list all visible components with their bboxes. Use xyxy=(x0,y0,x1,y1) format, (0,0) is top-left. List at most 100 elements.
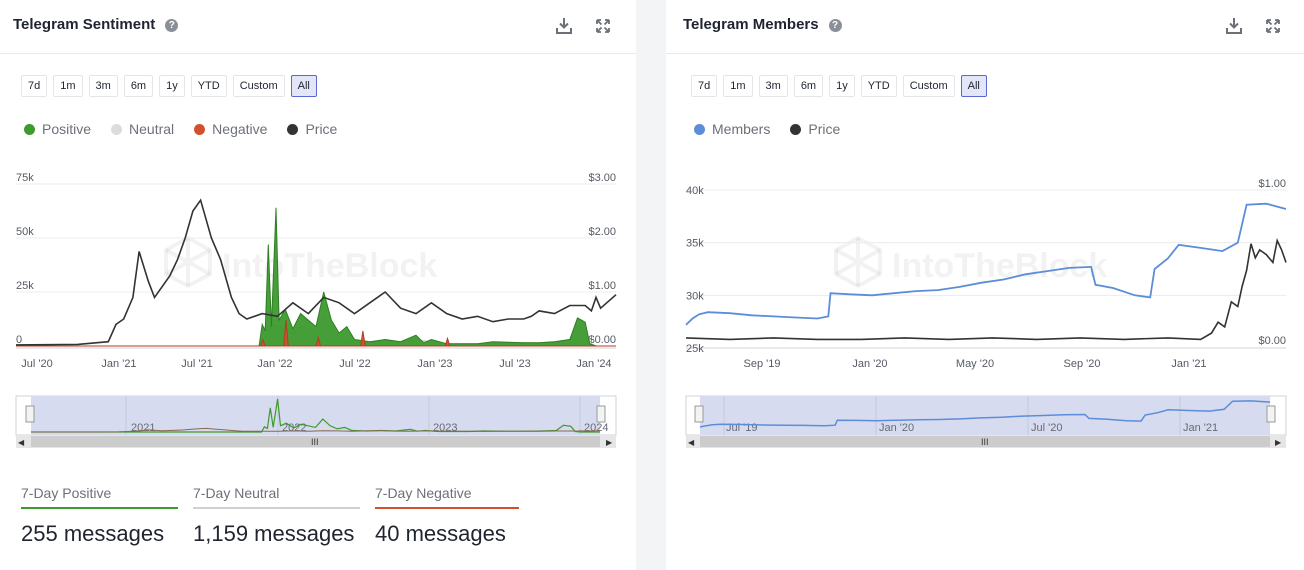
stat-7day-negative: 7-Day Negative 40 messages xyxy=(375,483,519,553)
legend-item-positive[interactable]: Positive xyxy=(24,121,91,137)
panel-header: Telegram Members? xyxy=(666,0,1304,54)
scroll-right-arrow[interactable]: ▶ xyxy=(606,438,613,447)
navigator-handle-right[interactable] xyxy=(1266,405,1276,423)
y-tick-label: 0 xyxy=(16,334,22,346)
x-tick-label: Jul '22 xyxy=(339,358,370,370)
navigator-price xyxy=(31,427,601,433)
panel-title: Telegram Members? xyxy=(683,16,842,33)
telegram-sentiment-panel: Telegram Sentiment? 7d 1m 3m 6m 1y YTD Custom A… xyxy=(0,0,636,570)
scrollbar-thumb[interactable] xyxy=(31,436,600,447)
range-ytd[interactable]: YTD xyxy=(190,75,227,97)
range-1m[interactable]: 1m xyxy=(723,75,753,97)
time-range-selector: 7d 1m 3m 6m 1y YTD Custom All xyxy=(691,75,987,97)
download-icon[interactable] xyxy=(554,16,574,36)
range-7d[interactable]: 7d xyxy=(21,75,48,97)
x-tick-label: May '20 xyxy=(956,358,994,370)
y-tick-label: 40k xyxy=(686,185,704,197)
help-icon[interactable]: ? xyxy=(165,19,179,32)
watermark: IntoTheBlock xyxy=(164,235,437,289)
stat-value: 40 messages xyxy=(375,521,506,546)
stat-label: 7-Day Neutral xyxy=(193,483,360,509)
navigator-label: Jan '20 xyxy=(879,422,914,434)
legend-dot xyxy=(194,123,206,135)
navigator[interactable]: 2021 2022 2023 2024 ◀ ▶ III xyxy=(15,395,617,448)
chart-legend: Members Price xyxy=(694,121,840,137)
legend-item-price[interactable]: Price xyxy=(790,121,840,137)
navigator[interactable]: Jul '19 Jan '20 Jul '20 Jan '21 ◀ ▶ III xyxy=(685,395,1287,448)
range-7d[interactable]: 7d xyxy=(691,75,718,97)
navigator-handle-left[interactable] xyxy=(25,405,35,423)
legend-label: Price xyxy=(305,121,338,137)
telegram-members-panel: Telegram Members? 7d 1m 3m 6m 1y YTD Custom All… xyxy=(666,0,1304,570)
navigator-handle-right[interactable] xyxy=(596,405,606,423)
x-tick-label: Jan '24 xyxy=(576,358,611,370)
scrollbar-thumb[interactable] xyxy=(700,436,1270,447)
stat-value: 255 messages xyxy=(21,521,165,546)
legend-item-price[interactable]: Price xyxy=(287,121,337,137)
stat-7day-neutral: 7-Day Neutral 1,159 messages xyxy=(193,483,360,553)
navigator-handle-left[interactable] xyxy=(694,405,704,423)
y-tick-label: 30k xyxy=(686,290,704,302)
legend-item-members[interactable]: Members xyxy=(694,121,770,137)
legend-item-neutral[interactable]: Neutral xyxy=(111,121,174,137)
range-3m[interactable]: 3m xyxy=(758,75,788,97)
expand-icon[interactable] xyxy=(1263,16,1283,36)
y-right-tick-label: $0.00 xyxy=(588,334,616,346)
y-right-tick-label: $3.00 xyxy=(588,172,616,184)
y-right-tick-label: $2.00 xyxy=(588,226,616,238)
scroll-right-arrow[interactable]: ▶ xyxy=(1275,438,1282,447)
range-1y[interactable]: 1y xyxy=(159,75,185,97)
x-tick-label: Jul '23 xyxy=(499,358,530,370)
help-icon[interactable]: ? xyxy=(828,19,842,32)
y-right-tick-label: $0.00 xyxy=(1258,335,1286,347)
scroll-grip-icon[interactable]: III xyxy=(311,437,319,447)
range-custom[interactable]: Custom xyxy=(902,75,955,97)
range-all[interactable]: All xyxy=(290,75,317,97)
download-icon[interactable] xyxy=(1224,16,1244,36)
legend-label: Price xyxy=(808,121,841,137)
navigator-selection[interactable] xyxy=(31,396,600,435)
scroll-left-arrow[interactable]: ◀ xyxy=(688,438,695,447)
y-tick-label: 35k xyxy=(686,238,704,250)
range-6m[interactable]: 6m xyxy=(793,75,824,97)
time-range-selector: 7d 1m 3m 6m 1y YTD Custom All xyxy=(21,75,317,97)
legend-item-negative[interactable]: Negative xyxy=(194,121,267,137)
chart-legend: Positive Neutral Negative Price xyxy=(24,121,337,137)
navigator-label: 2023 xyxy=(433,422,457,434)
svg-text:IntoTheBlock: IntoTheBlock xyxy=(892,247,1107,285)
range-ytd[interactable]: YTD xyxy=(860,75,897,97)
navigator-series xyxy=(699,400,1271,428)
y-tick-label: 75k xyxy=(16,172,34,184)
legend-label: Neutral xyxy=(129,121,175,137)
navigator-label: Jul '20 xyxy=(1031,422,1062,434)
navigator-label: Jan '21 xyxy=(1183,422,1218,434)
range-1y[interactable]: 1y xyxy=(829,75,855,97)
legend-dot xyxy=(24,123,35,135)
series-members xyxy=(685,202,1287,326)
range-6m[interactable]: 6m xyxy=(123,75,154,97)
series-positive xyxy=(16,207,616,347)
stat-label: 7-Day Positive xyxy=(21,483,178,509)
x-tick-label: Jul '20 xyxy=(21,358,52,370)
y-right-tick-label: $1.00 xyxy=(588,280,616,292)
range-3m[interactable]: 3m xyxy=(88,75,118,97)
x-tick-label: Sep '20 xyxy=(1064,358,1101,370)
y-right-tick-label: $1.00 xyxy=(1258,178,1286,190)
sentiment-chart: IntoTheBlock 0 25k 50k 75k $0.00 $1.00 $2.00 $3… xyxy=(15,172,617,448)
stat-value: 1,159 messages xyxy=(193,521,355,546)
scroll-grip-icon[interactable]: III xyxy=(981,437,989,447)
series-negative xyxy=(16,320,616,347)
x-tick-label: Jul '21 xyxy=(181,358,212,370)
svg-text:IntoTheBlock: IntoTheBlock xyxy=(222,247,437,285)
range-1m[interactable]: 1m xyxy=(53,75,83,97)
navigator-selection[interactable] xyxy=(700,396,1270,435)
legend-dot xyxy=(790,123,802,135)
expand-icon[interactable] xyxy=(593,16,613,36)
series-price xyxy=(685,237,1287,341)
legend-dot xyxy=(111,123,123,135)
stat-7day-positive: 7-Day Positive 255 messages xyxy=(21,483,178,553)
series-price xyxy=(15,198,617,346)
range-custom[interactable]: Custom xyxy=(232,75,285,97)
range-all[interactable]: All xyxy=(960,75,987,97)
scroll-left-arrow[interactable]: ◀ xyxy=(18,438,25,447)
